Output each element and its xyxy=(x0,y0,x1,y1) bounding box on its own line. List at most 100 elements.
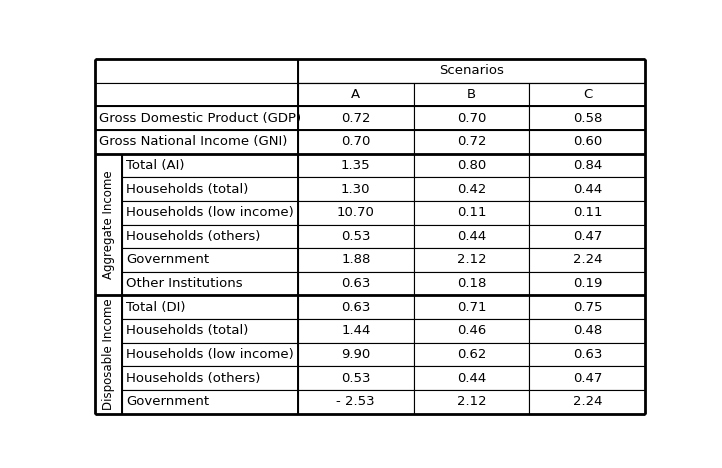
Text: 0.47: 0.47 xyxy=(573,372,602,385)
Text: Households (low income): Households (low income) xyxy=(126,348,294,361)
Text: 1.44: 1.44 xyxy=(341,324,370,337)
Bar xyxy=(529,366,645,390)
Text: Other Institutions: Other Institutions xyxy=(126,277,243,290)
Text: 0.47: 0.47 xyxy=(573,230,602,243)
Text: 10.70: 10.70 xyxy=(337,206,375,219)
Bar xyxy=(121,272,298,295)
Bar xyxy=(298,343,414,366)
Bar xyxy=(298,225,414,248)
Bar xyxy=(121,177,298,201)
Text: 1.35: 1.35 xyxy=(341,159,370,172)
Bar xyxy=(529,201,645,225)
Text: 0.48: 0.48 xyxy=(573,324,602,337)
Bar xyxy=(298,390,414,414)
Text: 0.84: 0.84 xyxy=(573,159,602,172)
Text: 0.63: 0.63 xyxy=(341,301,370,314)
Bar xyxy=(529,154,645,177)
Text: Households (total): Households (total) xyxy=(126,183,248,196)
Bar xyxy=(414,248,529,272)
Bar xyxy=(298,319,414,343)
Bar xyxy=(414,225,529,248)
Text: 0.70: 0.70 xyxy=(341,135,370,148)
Bar xyxy=(414,390,529,414)
Bar xyxy=(298,366,414,390)
Text: 0.63: 0.63 xyxy=(573,348,602,361)
Text: Government: Government xyxy=(126,395,209,408)
Text: 2.12: 2.12 xyxy=(457,395,487,408)
Bar xyxy=(95,106,298,130)
Text: 0.72: 0.72 xyxy=(341,112,370,124)
Text: 9.90: 9.90 xyxy=(341,348,370,361)
Text: 0.53: 0.53 xyxy=(341,230,370,243)
Text: Total (DI): Total (DI) xyxy=(126,301,186,314)
Text: Aggregate Income: Aggregate Income xyxy=(102,170,115,279)
Text: 0.58: 0.58 xyxy=(573,112,602,124)
Bar xyxy=(529,390,645,414)
Bar xyxy=(298,272,414,295)
Text: Total (AI): Total (AI) xyxy=(126,159,185,172)
Text: 0.19: 0.19 xyxy=(573,277,602,290)
Text: 0.80: 0.80 xyxy=(457,159,486,172)
Text: 0.62: 0.62 xyxy=(457,348,487,361)
Bar xyxy=(529,83,645,106)
Bar xyxy=(529,343,645,366)
Bar xyxy=(298,201,414,225)
Text: 0.11: 0.11 xyxy=(573,206,602,219)
Text: C: C xyxy=(583,88,592,101)
Bar xyxy=(529,248,645,272)
Text: Gross Domestic Product (GDP): Gross Domestic Product (GDP) xyxy=(99,112,301,124)
Text: 1.88: 1.88 xyxy=(341,254,370,266)
Text: 0.72: 0.72 xyxy=(457,135,487,148)
Bar xyxy=(95,83,298,106)
Bar xyxy=(121,201,298,225)
Text: 0.18: 0.18 xyxy=(457,277,487,290)
Bar xyxy=(529,319,645,343)
Bar xyxy=(298,106,414,130)
Text: - 2.53: - 2.53 xyxy=(336,395,375,408)
Text: Government: Government xyxy=(126,254,209,266)
Bar xyxy=(414,343,529,366)
Text: 2.24: 2.24 xyxy=(573,254,602,266)
Text: A: A xyxy=(351,88,360,101)
Bar xyxy=(414,130,529,154)
Bar xyxy=(121,248,298,272)
Bar xyxy=(121,295,298,319)
Bar xyxy=(121,390,298,414)
Text: 0.11: 0.11 xyxy=(457,206,487,219)
Text: 2.24: 2.24 xyxy=(573,395,602,408)
Bar xyxy=(414,83,529,106)
Bar xyxy=(298,177,414,201)
Bar xyxy=(298,59,645,83)
Bar xyxy=(95,154,121,295)
Bar xyxy=(414,272,529,295)
Bar xyxy=(121,225,298,248)
Bar xyxy=(95,295,121,414)
Bar xyxy=(414,295,529,319)
Bar xyxy=(95,130,298,154)
Bar xyxy=(414,106,529,130)
Text: Households (low income): Households (low income) xyxy=(126,206,294,219)
Text: Disposable Income: Disposable Income xyxy=(102,299,115,410)
Bar xyxy=(298,154,414,177)
Text: 0.63: 0.63 xyxy=(341,277,370,290)
Text: 0.44: 0.44 xyxy=(457,230,486,243)
Bar xyxy=(298,130,414,154)
Bar xyxy=(298,83,414,106)
Text: Scenarios: Scenarios xyxy=(439,65,504,77)
Text: 0.70: 0.70 xyxy=(457,112,487,124)
Text: 0.75: 0.75 xyxy=(573,301,602,314)
Bar xyxy=(529,106,645,130)
Bar xyxy=(298,248,414,272)
Bar xyxy=(414,366,529,390)
Text: 0.42: 0.42 xyxy=(457,183,487,196)
Bar xyxy=(529,130,645,154)
Text: 0.71: 0.71 xyxy=(457,301,487,314)
Text: 0.46: 0.46 xyxy=(457,324,486,337)
Text: Households (others): Households (others) xyxy=(126,372,261,385)
Text: Households (others): Households (others) xyxy=(126,230,261,243)
Text: 0.44: 0.44 xyxy=(573,183,602,196)
Bar xyxy=(121,366,298,390)
Bar xyxy=(95,59,298,83)
Text: 2.12: 2.12 xyxy=(457,254,487,266)
Bar xyxy=(529,295,645,319)
